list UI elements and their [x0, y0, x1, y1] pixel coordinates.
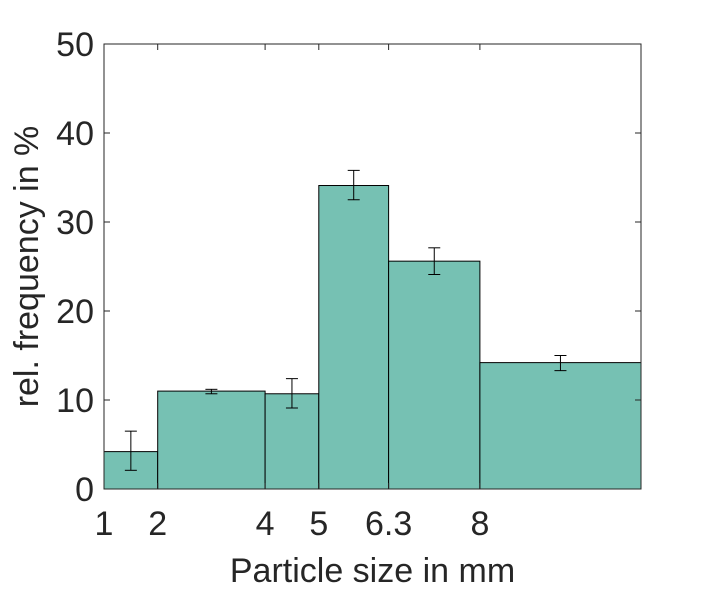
y-axis-label: rel. frequency in %	[8, 126, 46, 408]
histogram-bar	[479, 362, 642, 490]
error-bar	[428, 247, 441, 276]
y-tick-label: 0	[75, 471, 94, 509]
x-tick-label: 2	[148, 505, 167, 543]
histogram-bar	[318, 185, 390, 490]
error-bar	[554, 355, 567, 372]
x-tick-label: 8	[470, 505, 489, 543]
histogram-bar	[157, 390, 266, 490]
histogram-bar	[264, 393, 320, 490]
y-tick-label: 10	[56, 382, 94, 420]
x-axis-label: Particle size in mm	[230, 552, 515, 590]
error-bar	[285, 378, 298, 409]
histogram-bar	[388, 260, 481, 490]
error-bar	[124, 430, 137, 471]
error-bar	[347, 169, 360, 201]
plot-frame	[103, 43, 642, 490]
error-bar	[205, 388, 218, 395]
x-tick-labels: 1 2 4 5 6.3 8	[95, 505, 490, 543]
y-tick-labels: 0 10 20 30 40 50	[56, 26, 94, 509]
x-tick-label: 4	[256, 505, 275, 543]
x-tick-label: 1	[95, 505, 114, 543]
x-tick-label: 6.3	[365, 505, 412, 543]
y-tick-label: 30	[56, 204, 94, 242]
y-tick-label: 20	[56, 293, 94, 331]
error-bars-layer	[124, 169, 567, 471]
y-tick-label: 40	[56, 115, 94, 153]
x-tick-label: 5	[309, 505, 328, 543]
axis-ticks	[103, 43, 641, 490]
y-tick-label: 50	[56, 26, 94, 64]
bars-layer	[103, 185, 642, 490]
